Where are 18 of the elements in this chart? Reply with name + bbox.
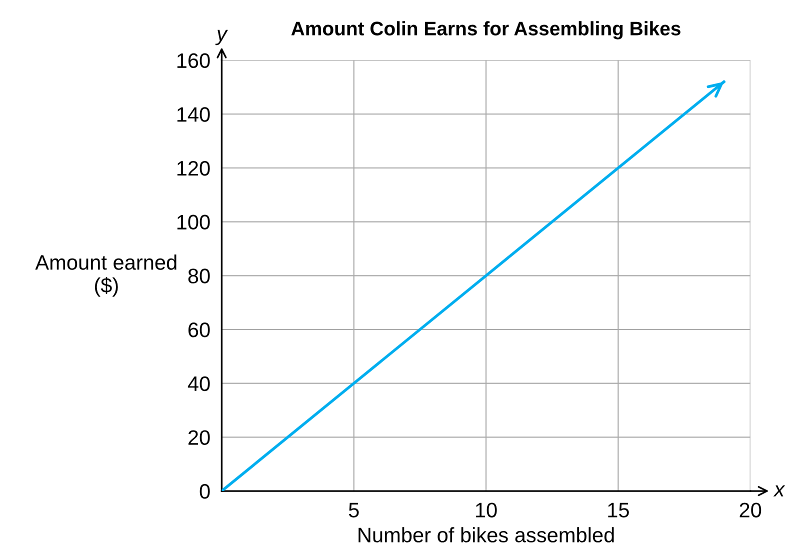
x-axis-title: Number of bikes assembled [358, 527, 614, 542]
y-tick-label: 0 [200, 484, 210, 499]
x-tick-label: 10 [476, 502, 497, 518]
x-tick-label: 15 [608, 502, 629, 518]
y-axis-title: Amount earned ($) [35, 254, 176, 297]
y-tick-label: 140 [177, 107, 210, 122]
y-tick-label: 100 [177, 214, 210, 230]
y-tick-label: 40 [188, 376, 210, 392]
chart-title: Amount Colin Earns for Assembling Bikes [291, 21, 680, 40]
text: y [215, 30, 228, 46]
y-tick-label: 60 [188, 322, 210, 338]
x-tick-label: 5 [348, 502, 359, 518]
y-tick-label: 20 [188, 430, 210, 445]
x-tick-label: 20 [740, 502, 762, 518]
y-tick-label: 80 [188, 268, 210, 284]
y-tick-label: 120 [177, 160, 210, 176]
text: x [773, 485, 786, 496]
y-tick-label: 160 [177, 53, 210, 68]
